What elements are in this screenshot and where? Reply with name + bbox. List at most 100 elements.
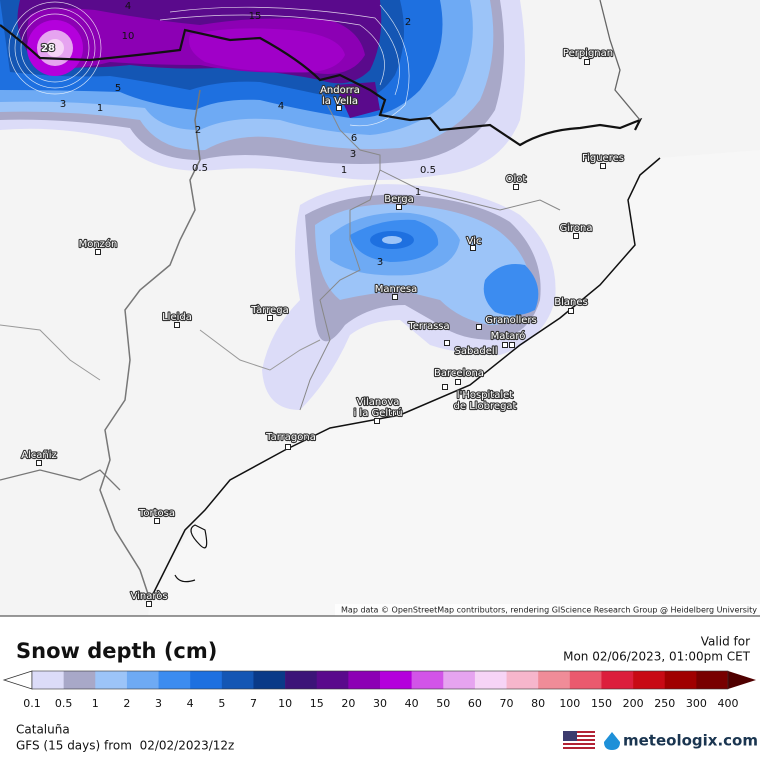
city-label: Monzón — [79, 238, 118, 250]
contour-label: 1 — [341, 165, 347, 176]
colorbar-swatch — [316, 671, 349, 689]
city-label: de Llobregat — [454, 401, 517, 412]
colorbar-swatch — [633, 671, 666, 689]
borders — [0, 0, 661, 601]
colorbar-tick-label: 20 — [341, 697, 355, 710]
colorbar-tick-label: 50 — [436, 697, 450, 710]
contour-label: 4 — [278, 101, 284, 112]
colorbar-tick-label: 5 — [218, 697, 225, 710]
colorbar-swatch — [190, 671, 223, 689]
city-marker — [267, 315, 273, 321]
city-label: Andorra — [320, 85, 360, 96]
city-label: Granollers — [485, 315, 536, 326]
contour-label: 3 — [350, 149, 356, 160]
city-marker — [444, 340, 450, 346]
contour-label: 10 — [122, 31, 135, 42]
city-marker — [154, 518, 160, 524]
city-label: la Vella — [322, 96, 358, 107]
contour-label: 1 — [97, 103, 103, 114]
footer-region: Cataluña — [16, 723, 70, 737]
city-marker — [476, 324, 482, 330]
city-marker — [568, 308, 574, 314]
brand[interactable]: meteologix.com — [623, 732, 758, 750]
city-marker — [36, 460, 42, 466]
colorbar-tick-label: 30 — [373, 697, 387, 710]
city-marker — [513, 184, 519, 190]
colorbar-swatch — [95, 671, 128, 689]
city-label: Vinaròs — [130, 590, 167, 602]
colorbar-tick-label: 2 — [123, 697, 130, 710]
colorbar-tick-label: 70 — [500, 697, 514, 710]
colorbar-swatch — [664, 671, 697, 689]
contour-label: 3 — [60, 99, 66, 110]
colorbar-over — [728, 671, 756, 689]
contour-label: 2 — [195, 125, 201, 136]
colorbar-tick-label: 200 — [623, 697, 644, 710]
city-label: Olot — [506, 174, 527, 185]
colorbar-frame — [31, 670, 729, 690]
contour-label: 1 — [415, 187, 421, 198]
colorbar-tick-label: 300 — [686, 697, 707, 710]
colorbar-tick-label: 3 — [155, 697, 162, 710]
city-marker — [95, 249, 101, 255]
contour-label: 28 — [41, 43, 55, 54]
contour-label: 0.5 — [420, 165, 436, 176]
colorbar-swatch — [538, 671, 571, 689]
city-label: Figueres — [582, 153, 624, 164]
city-marker — [336, 105, 342, 111]
colorbar-tick-label: 15 — [310, 697, 324, 710]
footer-model: GFS (15 days) from 02/02/2023/12z — [16, 739, 234, 753]
colorbar-tick-label: 100 — [559, 697, 580, 710]
contour-lines — [8, 1, 410, 127]
sea — [148, 150, 760, 616]
city-label: Barcelona — [434, 368, 484, 379]
colorbar-swatch — [411, 671, 444, 689]
city-label: Tàrrega — [250, 304, 289, 316]
contour-label: 6 — [351, 133, 357, 144]
contour-label: 15 — [249, 11, 262, 22]
colorbar-swatch — [126, 671, 159, 689]
city-marker — [455, 379, 461, 385]
colorbar: 0.1 0.5 1 2 3 4 5 7 10 15 20 30 40 50 60 70 80 100 150 200 2… — [2, 670, 756, 710]
legend-title: Snow depth (cm) — [16, 639, 217, 663]
colorbar-swatch — [348, 671, 381, 689]
valid-label: Valid for — [701, 635, 750, 649]
attribution-background — [335, 604, 760, 616]
colorbar-tick-label: 1 — [92, 697, 99, 710]
colorbar-swatch — [443, 671, 476, 689]
city-label: Terrassa — [407, 321, 449, 332]
colorbar-tick-label: 150 — [591, 697, 612, 710]
contour-label: 4 — [125, 1, 131, 12]
city-label: Vic — [467, 236, 482, 247]
city-marker — [442, 384, 448, 390]
contour-label: 0.5 — [192, 163, 208, 174]
colorbar-swatch — [158, 671, 191, 689]
valid-time: Mon 02/06/2023, 01:00pm CET — [563, 650, 751, 664]
city-marker — [392, 294, 398, 300]
colorbar-tick-label: 60 — [468, 697, 482, 710]
us-flag — [563, 731, 595, 751]
city-marker — [509, 342, 515, 348]
attribution: Map data © OpenStreetMap contributors, r… — [341, 606, 757, 615]
city-label: Sabadell — [454, 346, 497, 357]
city-marker — [174, 322, 180, 328]
city-label: Manresa — [375, 284, 417, 295]
colorbar-tick-label: 40 — [405, 697, 419, 710]
city-label: i la Geltrú — [353, 407, 402, 419]
city-marker — [584, 59, 590, 65]
city-label: Blanes — [554, 297, 587, 308]
city-label: l'Hospitalet — [457, 390, 513, 401]
colorbar-swatch — [285, 671, 318, 689]
city-marker — [146, 601, 152, 607]
contour-label: 5 — [115, 83, 121, 94]
city-marker — [502, 342, 508, 348]
city-label: Lleida — [162, 312, 192, 323]
colorbar-tick-label: 0.5 — [55, 697, 73, 710]
city-label: Perpignan — [563, 48, 613, 59]
colorbar-swatch — [474, 671, 507, 689]
colorbar-swatch — [569, 671, 602, 689]
city-marker — [573, 233, 579, 239]
contour-label: 3 — [377, 257, 383, 268]
